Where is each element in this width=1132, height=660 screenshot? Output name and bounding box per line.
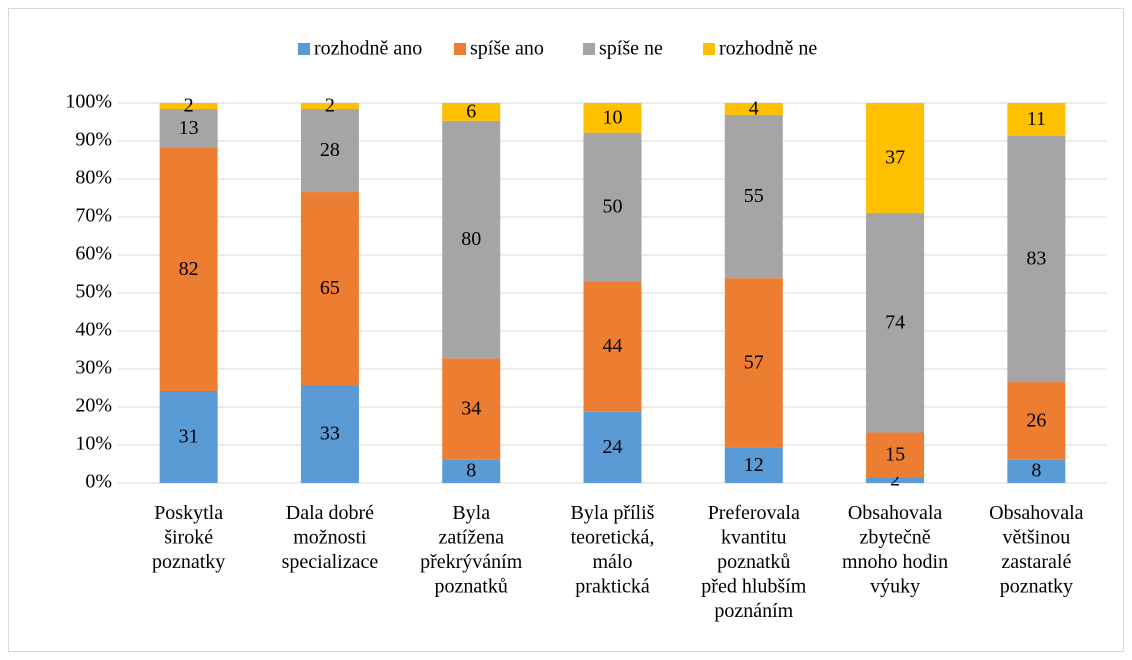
data-label: 10 — [603, 106, 623, 128]
y-tick-label: 90% — [75, 129, 112, 151]
data-label: 4 — [749, 98, 759, 120]
legend-swatch — [298, 43, 310, 55]
data-label: 34 — [461, 397, 481, 419]
y-tick-label: 30% — [75, 357, 112, 379]
y-tick-label: 40% — [75, 319, 112, 341]
bar-segment — [300, 192, 359, 386]
data-label: 2 — [184, 95, 194, 117]
bar-segment — [300, 108, 359, 193]
data-label: 65 — [320, 277, 340, 299]
data-label: 57 — [744, 351, 764, 373]
data-label: 2 — [890, 469, 900, 491]
bar-segment — [1007, 135, 1066, 383]
data-label: 13 — [179, 117, 199, 139]
bar-segment — [1007, 103, 1066, 136]
legend-label: spíše ne — [599, 38, 663, 60]
data-label: 74 — [885, 311, 905, 333]
data-label: 50 — [603, 196, 623, 218]
data-label: 28 — [320, 139, 340, 161]
bar-segment — [159, 390, 218, 483]
x-tick-label: Poskytla široké poznatky — [152, 502, 225, 573]
data-label: 15 — [885, 443, 905, 465]
bar-segment — [442, 459, 501, 483]
bar-segment — [583, 411, 642, 483]
bar-segment — [159, 147, 218, 391]
bar-segment — [724, 447, 783, 483]
bar-segment — [724, 103, 783, 115]
y-tick-label: 20% — [75, 395, 112, 417]
data-label: 24 — [603, 436, 623, 458]
bar-segment — [583, 132, 642, 282]
x-tick-label: Dala dobré možnosti specializace — [282, 502, 379, 573]
bar-segment — [866, 103, 925, 213]
data-label: 44 — [603, 335, 623, 357]
bar-segment — [866, 477, 925, 483]
legend-label: spíše ano — [470, 38, 544, 60]
data-label: 26 — [1026, 409, 1046, 431]
legend-swatch — [583, 43, 595, 55]
data-label: 2 — [325, 95, 335, 117]
bar-segment — [724, 114, 783, 279]
x-tick-label: Obsahovala zbytečně mnoho hodin výuky — [842, 502, 948, 598]
legend-label: rozhodně ne — [719, 38, 817, 60]
y-tick-label: 100% — [65, 91, 112, 113]
data-label: 80 — [461, 228, 481, 250]
data-label: 31 — [179, 426, 199, 448]
data-label: 8 — [466, 460, 476, 482]
data-label: 11 — [1027, 108, 1046, 130]
bar-segment — [1007, 459, 1066, 483]
data-label: 83 — [1026, 247, 1046, 269]
bar-segment — [866, 432, 925, 478]
x-tick-label: Byla zatížena překrýváním poznatků — [420, 502, 523, 598]
bar-segment — [300, 103, 359, 109]
bar-segment — [1007, 382, 1066, 460]
y-tick-label: 0% — [85, 471, 112, 493]
bar-segment — [724, 278, 783, 448]
data-label: 37 — [885, 147, 905, 169]
data-label: 82 — [179, 258, 199, 280]
data-label: 55 — [744, 185, 764, 207]
data-label: 33 — [320, 423, 340, 445]
y-tick-label: 70% — [75, 205, 112, 227]
bar-segment — [442, 103, 501, 121]
bar-segment — [442, 358, 501, 460]
bar-segment — [583, 103, 642, 133]
y-tick-label: 50% — [75, 281, 112, 303]
bar-segment — [300, 385, 359, 483]
bar-segment — [866, 212, 925, 433]
bar-segment — [159, 103, 218, 109]
bar-segment — [442, 120, 501, 359]
data-label: 8 — [1031, 460, 1041, 482]
y-tick-label: 80% — [75, 167, 112, 189]
legend-swatch — [703, 43, 715, 55]
y-tick-label: 10% — [75, 433, 112, 455]
x-tick-label: Byla příliš teoretická, málo praktická — [571, 502, 655, 598]
data-label: 12 — [744, 454, 764, 476]
bar-segment — [159, 108, 218, 148]
x-tick-label: Obsahovala většinou zastaralé poznatky — [989, 502, 1084, 598]
legend-swatch — [454, 43, 466, 55]
y-tick-label: 60% — [75, 243, 112, 265]
legend-label: rozhodně ano — [314, 38, 422, 60]
bar-segment — [583, 281, 642, 412]
x-tick-label: Preferovala kvantitu poznatků před hlubším p… — [701, 502, 806, 622]
data-label: 6 — [466, 101, 476, 123]
